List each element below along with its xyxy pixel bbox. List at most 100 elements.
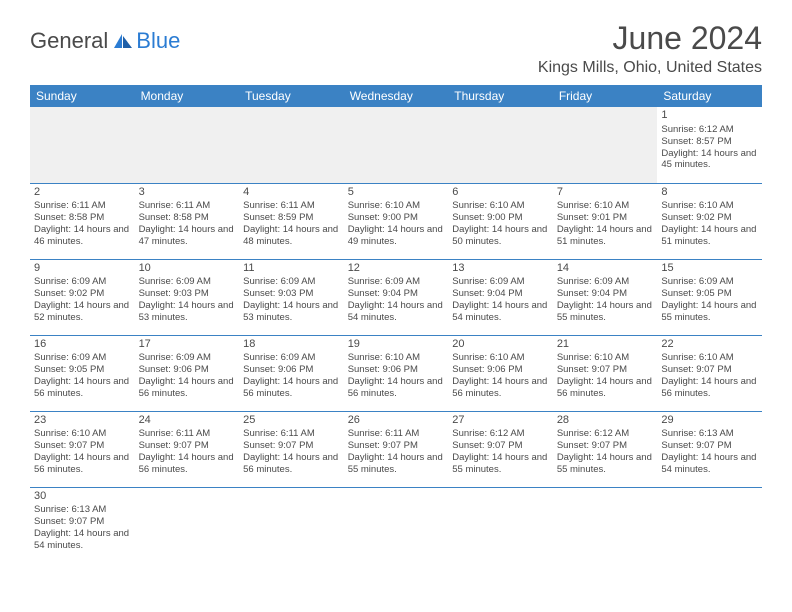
day-number: 9	[34, 262, 131, 276]
sunrise-line: Sunrise: 6:09 AM	[661, 276, 758, 288]
sunrise-line: Sunrise: 6:10 AM	[557, 200, 654, 212]
daylight-line: Daylight: 14 hours and 47 minutes.	[139, 224, 236, 248]
sunset-line: Sunset: 9:07 PM	[661, 364, 758, 376]
calendar-cell: 1Sunrise: 6:12 AMSunset: 8:57 PMDaylight…	[657, 107, 762, 183]
calendar-cell	[30, 107, 135, 183]
sunset-line: Sunset: 9:05 PM	[661, 288, 758, 300]
sunset-line: Sunset: 9:06 PM	[243, 364, 340, 376]
calendar-cell: 27Sunrise: 6:12 AMSunset: 9:07 PMDayligh…	[448, 411, 553, 487]
daylight-line: Daylight: 14 hours and 53 minutes.	[243, 300, 340, 324]
daylight-line: Daylight: 14 hours and 56 minutes.	[139, 376, 236, 400]
calendar-cell	[448, 107, 553, 183]
day-number: 1	[661, 109, 758, 123]
calendar-week: 16Sunrise: 6:09 AMSunset: 9:05 PMDayligh…	[30, 335, 762, 411]
sunset-line: Sunset: 9:04 PM	[348, 288, 445, 300]
sunset-line: Sunset: 9:04 PM	[557, 288, 654, 300]
calendar-cell	[553, 487, 658, 563]
calendar-cell	[135, 487, 240, 563]
day-number: 12	[348, 262, 445, 276]
sunrise-line: Sunrise: 6:13 AM	[34, 504, 131, 516]
daylight-line: Daylight: 14 hours and 54 minutes.	[661, 452, 758, 476]
sunset-line: Sunset: 8:57 PM	[661, 136, 758, 148]
calendar-cell: 3Sunrise: 6:11 AMSunset: 8:58 PMDaylight…	[135, 183, 240, 259]
sunset-line: Sunset: 9:06 PM	[348, 364, 445, 376]
sunrise-line: Sunrise: 6:12 AM	[452, 428, 549, 440]
sunrise-line: Sunrise: 6:09 AM	[243, 276, 340, 288]
calendar-cell: 17Sunrise: 6:09 AMSunset: 9:06 PMDayligh…	[135, 335, 240, 411]
day-number: 8	[661, 186, 758, 200]
sunrise-line: Sunrise: 6:10 AM	[452, 352, 549, 364]
daylight-line: Daylight: 14 hours and 56 minutes.	[243, 452, 340, 476]
calendar-cell: 25Sunrise: 6:11 AMSunset: 9:07 PMDayligh…	[239, 411, 344, 487]
daylight-line: Daylight: 14 hours and 54 minutes.	[452, 300, 549, 324]
calendar-cell: 2Sunrise: 6:11 AMSunset: 8:58 PMDaylight…	[30, 183, 135, 259]
daylight-line: Daylight: 14 hours and 56 minutes.	[557, 376, 654, 400]
day-number: 13	[452, 262, 549, 276]
sunrise-line: Sunrise: 6:11 AM	[139, 428, 236, 440]
day-number: 25	[243, 414, 340, 428]
sunrise-line: Sunrise: 6:11 AM	[243, 200, 340, 212]
sunrise-line: Sunrise: 6:09 AM	[557, 276, 654, 288]
daylight-line: Daylight: 14 hours and 56 minutes.	[348, 376, 445, 400]
day-number: 18	[243, 338, 340, 352]
sunrise-line: Sunrise: 6:09 AM	[34, 276, 131, 288]
day-header: Thursday	[448, 85, 553, 107]
calendar-cell: 13Sunrise: 6:09 AMSunset: 9:04 PMDayligh…	[448, 259, 553, 335]
day-number: 5	[348, 186, 445, 200]
day-number: 23	[34, 414, 131, 428]
logo-sail-icon	[112, 32, 134, 50]
calendar-cell: 9Sunrise: 6:09 AMSunset: 9:02 PMDaylight…	[30, 259, 135, 335]
sunset-line: Sunset: 9:07 PM	[34, 440, 131, 452]
calendar-cell: 26Sunrise: 6:11 AMSunset: 9:07 PMDayligh…	[344, 411, 449, 487]
day-number: 6	[452, 186, 549, 200]
calendar-cell: 24Sunrise: 6:11 AMSunset: 9:07 PMDayligh…	[135, 411, 240, 487]
day-number: 29	[661, 414, 758, 428]
calendar-cell: 16Sunrise: 6:09 AMSunset: 9:05 PMDayligh…	[30, 335, 135, 411]
sunrise-line: Sunrise: 6:12 AM	[557, 428, 654, 440]
daylight-line: Daylight: 14 hours and 45 minutes.	[661, 148, 758, 172]
sunrise-line: Sunrise: 6:11 AM	[348, 428, 445, 440]
calendar-cell	[135, 107, 240, 183]
calendar-cell: 5Sunrise: 6:10 AMSunset: 9:00 PMDaylight…	[344, 183, 449, 259]
day-header: Monday	[135, 85, 240, 107]
header-row: General Blue June 2024 Kings Mills, Ohio…	[30, 20, 762, 77]
calendar-head: SundayMondayTuesdayWednesdayThursdayFrid…	[30, 85, 762, 107]
sunset-line: Sunset: 9:03 PM	[139, 288, 236, 300]
day-number: 26	[348, 414, 445, 428]
calendar-cell	[657, 487, 762, 563]
calendar-cell	[344, 107, 449, 183]
sunset-line: Sunset: 9:07 PM	[34, 516, 131, 528]
sunset-line: Sunset: 9:07 PM	[557, 440, 654, 452]
day-number: 2	[34, 186, 131, 200]
day-header: Friday	[553, 85, 658, 107]
calendar-cell	[553, 107, 658, 183]
calendar-cell: 8Sunrise: 6:10 AMSunset: 9:02 PMDaylight…	[657, 183, 762, 259]
daylight-line: Daylight: 14 hours and 50 minutes.	[452, 224, 549, 248]
sunrise-line: Sunrise: 6:09 AM	[348, 276, 445, 288]
calendar-cell	[448, 487, 553, 563]
logo-text-general: General	[30, 28, 108, 54]
daylight-line: Daylight: 14 hours and 51 minutes.	[661, 224, 758, 248]
sunset-line: Sunset: 9:00 PM	[452, 212, 549, 224]
title-block: June 2024 Kings Mills, Ohio, United Stat…	[538, 20, 762, 77]
calendar-week: 2Sunrise: 6:11 AMSunset: 8:58 PMDaylight…	[30, 183, 762, 259]
calendar-week: 9Sunrise: 6:09 AMSunset: 9:02 PMDaylight…	[30, 259, 762, 335]
day-number: 24	[139, 414, 236, 428]
calendar-cell: 14Sunrise: 6:09 AMSunset: 9:04 PMDayligh…	[553, 259, 658, 335]
calendar-cell: 6Sunrise: 6:10 AMSunset: 9:00 PMDaylight…	[448, 183, 553, 259]
daylight-line: Daylight: 14 hours and 56 minutes.	[34, 376, 131, 400]
calendar-cell	[239, 487, 344, 563]
calendar-cell: 4Sunrise: 6:11 AMSunset: 8:59 PMDaylight…	[239, 183, 344, 259]
day-number: 4	[243, 186, 340, 200]
daylight-line: Daylight: 14 hours and 54 minutes.	[34, 528, 131, 552]
day-header: Saturday	[657, 85, 762, 107]
sunset-line: Sunset: 9:05 PM	[34, 364, 131, 376]
day-number: 21	[557, 338, 654, 352]
day-number: 22	[661, 338, 758, 352]
daylight-line: Daylight: 14 hours and 46 minutes.	[34, 224, 131, 248]
sunrise-line: Sunrise: 6:10 AM	[348, 352, 445, 364]
calendar-cell: 12Sunrise: 6:09 AMSunset: 9:04 PMDayligh…	[344, 259, 449, 335]
day-number: 20	[452, 338, 549, 352]
daylight-line: Daylight: 14 hours and 55 minutes.	[452, 452, 549, 476]
daylight-line: Daylight: 14 hours and 51 minutes.	[557, 224, 654, 248]
